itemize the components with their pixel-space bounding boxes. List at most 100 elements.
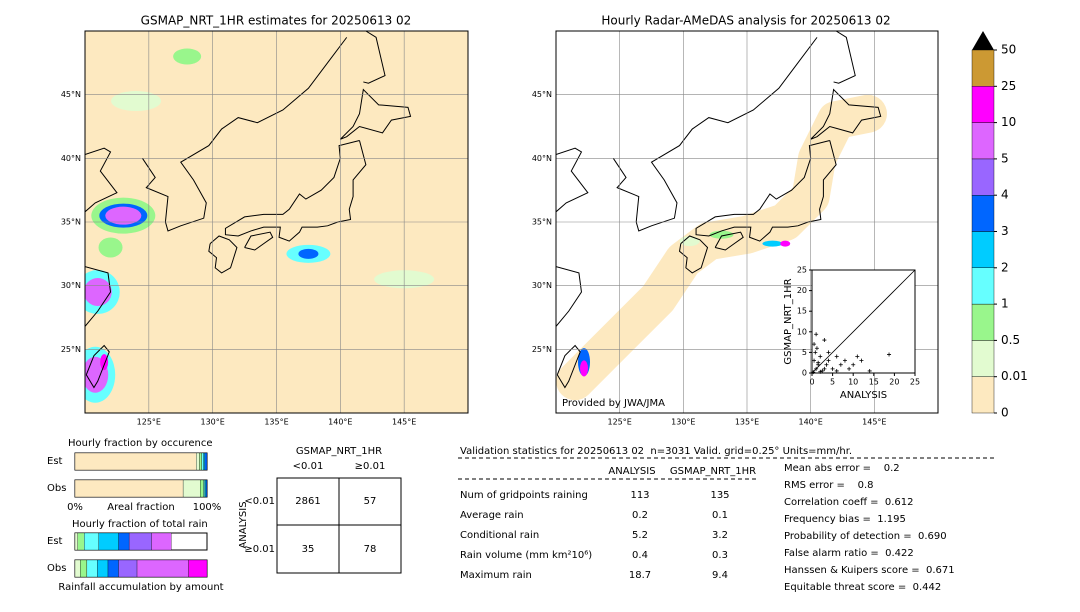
bar-segment (204, 452, 208, 471)
stat-value: 18.7 (629, 570, 651, 581)
stat-value: 135 (710, 490, 729, 501)
bar-segment (118, 532, 130, 551)
rain-area (762, 240, 783, 247)
colorbar-box (971, 122, 995, 160)
stat-label: Conditional rain (460, 530, 539, 541)
row-label: Est (47, 456, 63, 467)
coastline (695, 140, 837, 242)
rain-area (679, 236, 700, 247)
score: Frequency bias = 1.195 (784, 514, 906, 525)
stat-value: 113 (630, 490, 649, 501)
credit: Provided by JWA/JMA (562, 398, 665, 409)
scatter-point (814, 332, 819, 337)
coastline (810, 88, 882, 140)
rain-area (105, 206, 142, 225)
colorbar-label: 4 (1001, 188, 1009, 202)
bar-segment (203, 452, 206, 471)
column-header: ANALYSIS (608, 466, 655, 477)
scatter-point (812, 342, 817, 347)
column-label: ≥0.01 (355, 461, 386, 472)
scatter-point (826, 358, 831, 363)
x-tick-label: 130°E (671, 418, 695, 427)
rain-area (173, 48, 202, 65)
y-axis-label: GSMAP_NRT_1HR (783, 278, 794, 364)
colorbar-label: 0.01 (1001, 369, 1028, 383)
occurrence-title: Hourly fraction by occurence (68, 438, 212, 449)
row-label: Obs (47, 483, 66, 494)
y-tick-label: 35°N (532, 218, 552, 227)
contingency-title: GSMAP_NRT_1HR (296, 446, 382, 457)
coastline (224, 140, 367, 242)
stat-label: Rain volume (mm km²10⁶) (460, 550, 592, 561)
coastline (556, 344, 581, 389)
stat-label: Maximum rain (460, 570, 532, 581)
bar-segment (201, 452, 204, 471)
bar-segment (203, 479, 206, 498)
rain-area (580, 360, 589, 377)
stat-value: 0.2 (632, 510, 648, 521)
x-tick-label: 145°E (392, 418, 416, 427)
coastline (85, 147, 118, 213)
scatter-point (838, 362, 843, 367)
right-map-title: Hourly Radar-AMeDAS analysis for 2025061… (601, 14, 890, 28)
bar-segment (74, 452, 197, 471)
occurrence-xlabel: Areal fraction (107, 502, 174, 513)
x-tick-label: 20 (889, 378, 899, 387)
rain-area (100, 354, 109, 371)
coastline (556, 266, 582, 327)
y-tick-label: 25°N (532, 345, 552, 354)
bar-segment (97, 559, 109, 578)
stat-value: 3.2 (712, 530, 728, 541)
x-tick-label: 25 (910, 378, 920, 387)
rain-area (85, 278, 112, 307)
colorbar-label: 1 (1001, 297, 1009, 311)
scatter-point (811, 370, 816, 375)
y-tick-label: 25°N (61, 345, 81, 354)
bar-segment (74, 559, 81, 578)
row-label: <0.01 (244, 496, 275, 507)
colorbar-box (971, 376, 995, 414)
score: Hanssen & Kuipers score = 0.671 (784, 565, 955, 576)
stat-label: Average rain (460, 510, 524, 521)
bar-segment (77, 532, 85, 551)
map-frame (555, 30, 939, 414)
colorbar-box (971, 231, 995, 268)
stat-label: Num of gridpoints raining (460, 490, 588, 501)
coastline (833, 31, 856, 84)
scatter-point (847, 366, 852, 371)
x-tick-label: 130°E (201, 418, 225, 427)
scatter-point (813, 350, 818, 355)
bar-segment (80, 559, 88, 578)
score: Equitable threat score = 0.442 (784, 582, 941, 593)
bar-segment (182, 479, 201, 498)
bar-segment (107, 559, 119, 578)
coastline (612, 37, 818, 232)
bar-segment (205, 479, 208, 498)
scatter-point (826, 350, 831, 355)
scatter-point (834, 354, 839, 359)
stat-value: 5.2 (632, 530, 648, 541)
x-tick-label: 0 (809, 378, 814, 387)
bar-segment (74, 479, 184, 498)
scatter-point (887, 352, 892, 357)
x-tick-label: 135°E (264, 418, 288, 427)
bar-segment (128, 532, 152, 551)
scatter-point (818, 369, 823, 374)
y-tick-label: 40°N (61, 154, 81, 163)
x-tick-label: 135°E (735, 418, 759, 427)
bar-segment (136, 559, 189, 578)
bar-segment (200, 479, 204, 498)
scatter-point (822, 338, 827, 343)
colorbar-box (971, 86, 995, 123)
table-cell: 57 (364, 496, 377, 507)
x-tick-label: 15 (869, 378, 879, 387)
colorbar-label: 50 (1001, 43, 1016, 57)
scatter-point (822, 366, 827, 371)
x-axis-label: ANALYSIS (840, 390, 887, 401)
bar-segment (188, 559, 208, 578)
scatter-point (818, 354, 823, 359)
x-tick-label: 125°E (137, 418, 161, 427)
column-header: GSMAP_NRT_1HR (670, 466, 756, 477)
bar-segment (86, 559, 98, 578)
rain-area (98, 237, 123, 258)
